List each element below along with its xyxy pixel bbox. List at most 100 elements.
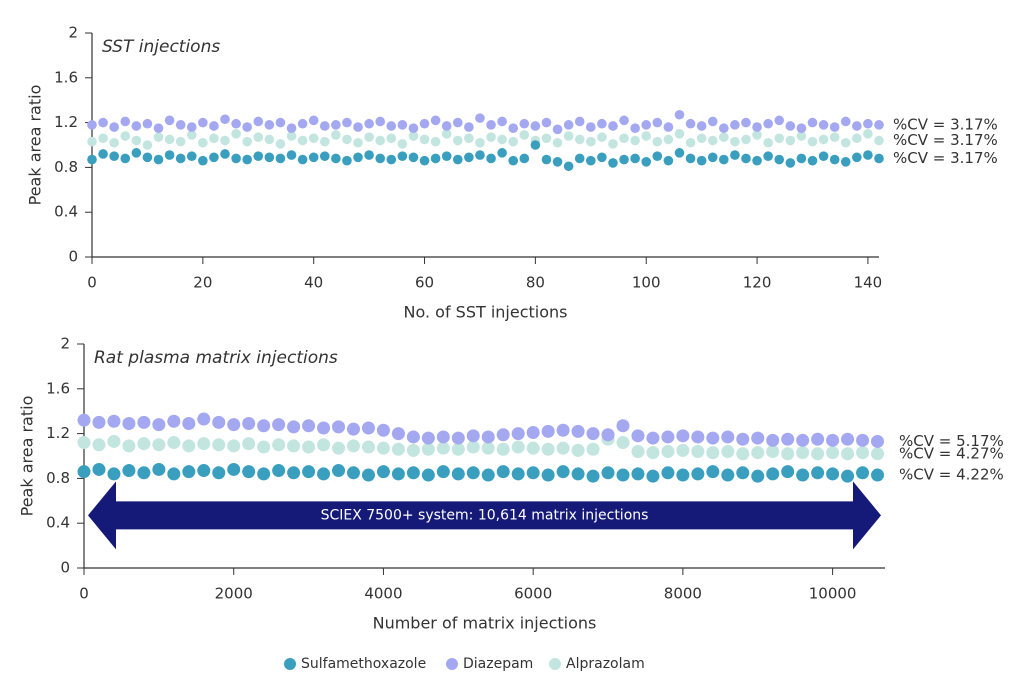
- point: [87, 154, 97, 165]
- point: [275, 139, 286, 149]
- point: [164, 115, 175, 126]
- point: [826, 433, 840, 447]
- point: [77, 413, 91, 427]
- point: [227, 439, 241, 453]
- point: [619, 115, 629, 126]
- point: [231, 129, 241, 139]
- point: [167, 436, 181, 450]
- point: [317, 438, 331, 452]
- point: [766, 467, 780, 481]
- point: [441, 121, 452, 131]
- x-axis-title: No. of SST injections: [404, 303, 568, 322]
- point: [386, 154, 397, 165]
- point: [346, 422, 360, 436]
- point: [408, 152, 419, 163]
- point: [811, 447, 825, 461]
- point: [526, 425, 540, 439]
- point: [841, 447, 855, 461]
- point: [391, 427, 405, 441]
- point: [361, 468, 375, 482]
- point: [661, 430, 675, 444]
- x-tick-label: 8000: [664, 585, 702, 603]
- point: [706, 446, 720, 460]
- point: [541, 442, 555, 456]
- y-axis-title: Peak area ratio: [18, 396, 37, 517]
- point: [421, 442, 435, 456]
- legend-label: Sulfamethoxazole: [301, 656, 426, 672]
- point: [608, 121, 618, 131]
- point: [175, 153, 186, 164]
- point: [774, 133, 785, 144]
- point: [120, 131, 131, 141]
- y-tick-label: 1.2: [46, 424, 70, 442]
- point: [272, 438, 286, 452]
- cv-label: %CV = 5.17%: [899, 432, 1004, 450]
- point: [852, 121, 862, 131]
- point: [741, 134, 751, 145]
- point: [530, 121, 541, 131]
- point: [496, 465, 510, 479]
- point: [696, 155, 707, 166]
- point: [608, 158, 618, 168]
- point: [691, 430, 705, 444]
- point: [508, 123, 519, 133]
- point: [508, 136, 519, 147]
- point: [231, 118, 241, 129]
- point: [164, 150, 175, 160]
- point: [730, 136, 740, 147]
- point: [796, 153, 807, 164]
- point: [871, 434, 885, 448]
- point: [526, 441, 540, 455]
- point: [646, 431, 660, 445]
- point: [497, 134, 507, 145]
- point: [107, 414, 121, 428]
- point: [719, 123, 729, 133]
- point: [391, 442, 405, 456]
- point: [586, 122, 596, 132]
- point: [253, 116, 264, 127]
- y-tick-label: 0.4: [54, 203, 78, 221]
- point: [212, 415, 226, 429]
- point: [541, 154, 552, 165]
- point: [142, 118, 153, 129]
- x-tick-label: 4000: [364, 585, 402, 603]
- point: [361, 440, 375, 454]
- point: [319, 121, 330, 131]
- point: [98, 149, 108, 159]
- point: [486, 153, 496, 164]
- series: [77, 462, 885, 483]
- point: [302, 419, 316, 433]
- series: [77, 432, 885, 461]
- point: [77, 465, 91, 479]
- point: [466, 429, 480, 443]
- point: [92, 462, 106, 476]
- point: [856, 446, 870, 460]
- point: [419, 118, 430, 129]
- point: [707, 116, 718, 127]
- point: [376, 465, 390, 479]
- point: [220, 135, 230, 146]
- point: [811, 466, 825, 480]
- point: [131, 121, 142, 131]
- point: [481, 468, 495, 482]
- point: [408, 131, 419, 141]
- chart-title: SST injections: [102, 37, 220, 57]
- point: [475, 137, 485, 148]
- x-tick-label: 6000: [514, 585, 552, 603]
- x-tick-label: 100: [632, 274, 661, 292]
- point: [785, 121, 796, 131]
- point: [571, 424, 585, 438]
- point: [796, 131, 807, 141]
- point: [353, 152, 363, 163]
- point: [220, 149, 230, 159]
- x-tick-label: 0: [87, 274, 97, 292]
- point: [364, 132, 374, 142]
- point: [152, 438, 166, 452]
- point: [685, 118, 696, 129]
- point: [829, 122, 840, 132]
- y-tick-label: 1.6: [46, 379, 70, 397]
- point: [441, 129, 452, 139]
- point: [511, 467, 525, 481]
- cv-label: %CV = 3.17%: [893, 149, 998, 167]
- point: [630, 153, 640, 164]
